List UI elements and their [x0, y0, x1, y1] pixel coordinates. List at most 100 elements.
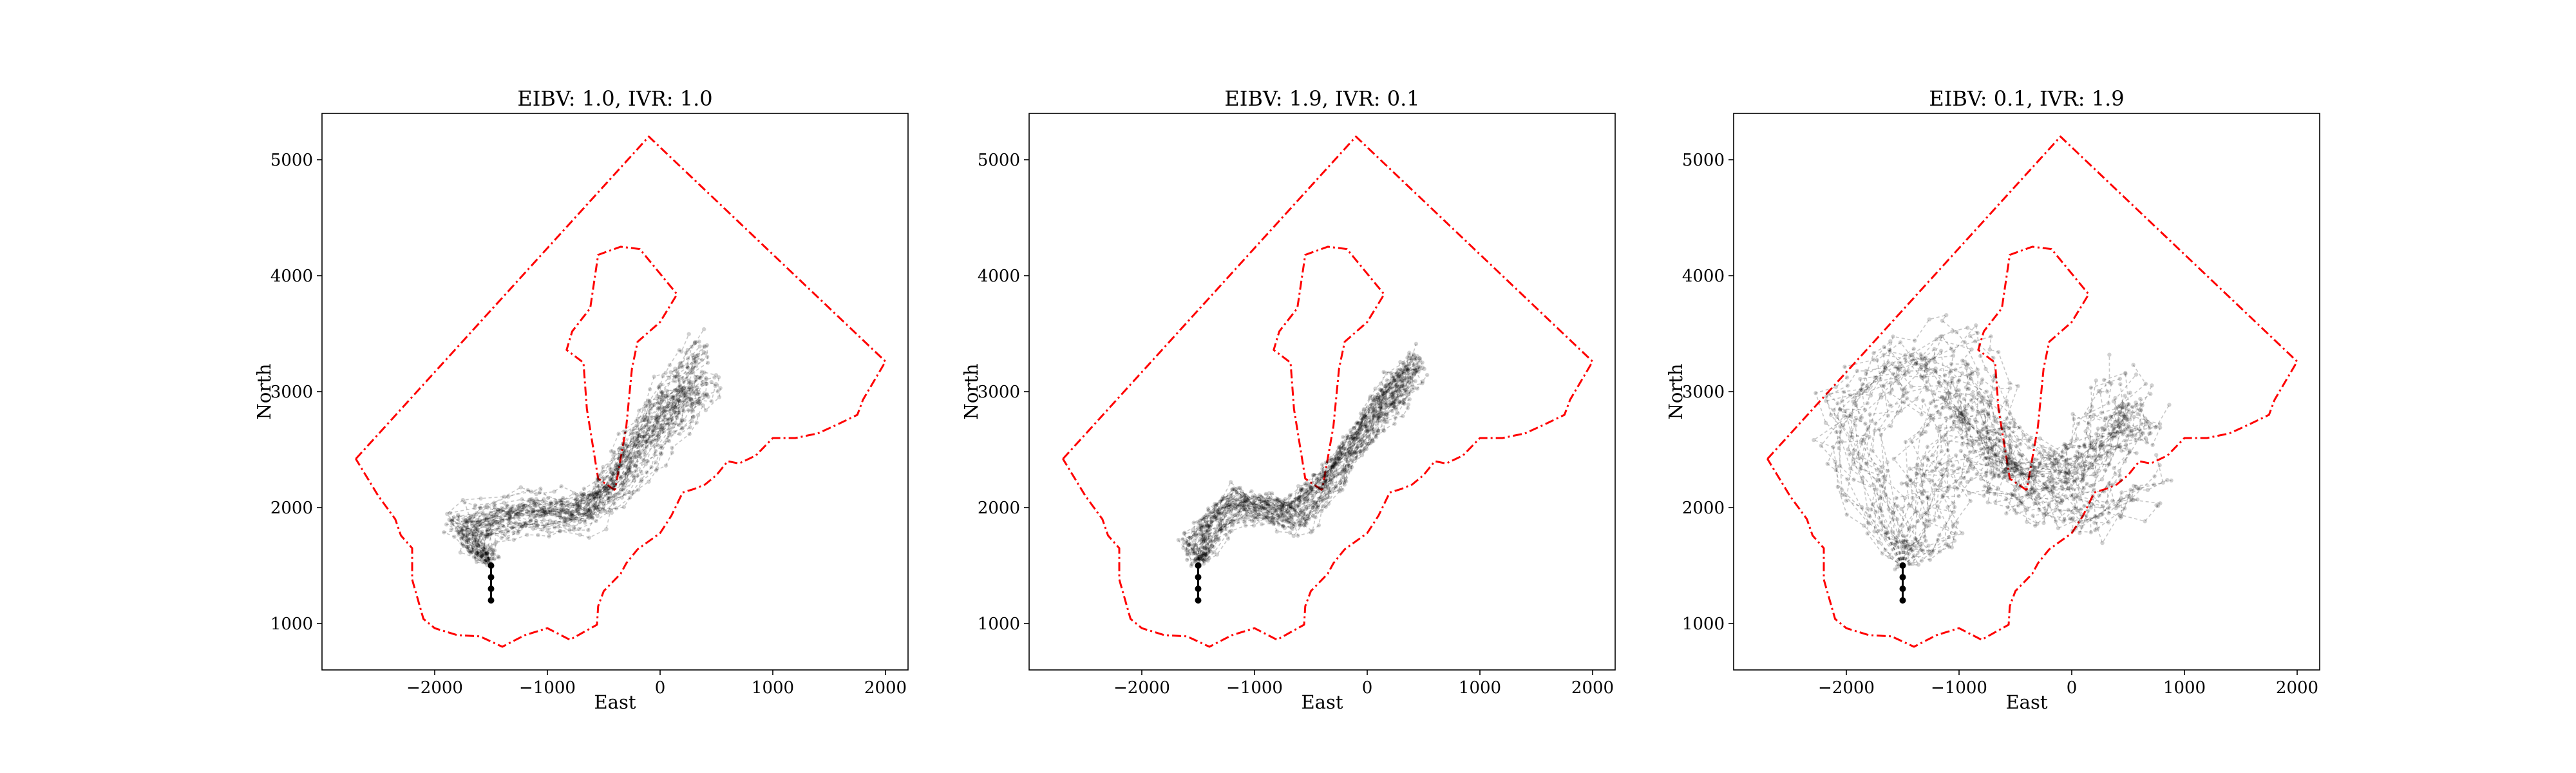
trajectory-point	[1287, 511, 1291, 515]
trajectory-point	[2143, 422, 2148, 426]
trajectory-point	[628, 456, 632, 461]
trajectory-point	[2065, 467, 2070, 472]
trajectory-point	[1368, 394, 1373, 399]
trajectory-path	[477, 396, 709, 566]
trajectory-point	[476, 519, 481, 524]
trajectory-point	[565, 499, 570, 504]
trajectory-point	[1323, 485, 1329, 490]
trajectory-point	[487, 557, 491, 561]
trajectory-point	[609, 469, 613, 474]
trajectory-point	[1845, 383, 1850, 388]
trajectory-point	[1187, 542, 1191, 547]
trajectory-point	[1911, 524, 1915, 529]
trajectory-point	[1354, 451, 1359, 455]
trajectory-point	[2108, 443, 2113, 447]
y-tick-label: 4000	[270, 267, 313, 286]
trajectory-point	[1960, 419, 1964, 424]
trajectory-point	[1855, 368, 1859, 373]
trajectory-point	[673, 410, 677, 415]
trajectory-point	[1328, 464, 1332, 469]
trajectory-point	[1365, 415, 1369, 421]
trajectory-point	[1324, 482, 1329, 486]
trajectory-point	[480, 542, 485, 546]
trajectory-point	[1356, 428, 1361, 433]
trajectory-point	[1859, 415, 1864, 420]
trajectory-point	[1198, 553, 1204, 558]
trajectory-point	[641, 430, 647, 435]
trajectories	[1812, 313, 2174, 572]
trajectory-point	[628, 495, 632, 500]
trajectory-point	[571, 491, 576, 495]
trajectory-point	[625, 478, 630, 482]
trajectory-point	[506, 517, 511, 521]
trajectory-point	[1335, 456, 1340, 461]
trajectory-point	[2143, 416, 2148, 421]
trajectory-point	[578, 504, 582, 508]
trajectory-point	[1392, 392, 1397, 397]
trajectory-path	[467, 387, 698, 566]
trajectory-point	[1943, 432, 1947, 437]
trajectory-point	[1991, 356, 1996, 360]
trajectory-point	[1289, 504, 1293, 509]
trajectory-point	[1272, 521, 1276, 526]
trajectory-point	[1281, 501, 1285, 506]
trajectory-point	[1374, 414, 1379, 418]
trajectory-point	[1358, 449, 1363, 453]
trajectory-point	[2128, 390, 2132, 395]
trajectory-point	[1218, 527, 1223, 531]
trajectory-point	[1378, 410, 1383, 414]
trajectory-point	[687, 378, 691, 383]
trajectory-point	[1883, 548, 1888, 553]
trajectory-point	[1960, 371, 1965, 376]
trajectory-point	[1352, 436, 1357, 441]
trajectory-point	[1405, 356, 1410, 360]
trajectory-point	[1280, 501, 1285, 506]
trajectory-point	[459, 528, 464, 533]
trajectory-point	[694, 359, 699, 365]
trajectory-point	[1352, 436, 1356, 441]
trajectory-point	[549, 511, 553, 516]
trajectory-point	[1328, 472, 1333, 476]
trajectory-point	[667, 432, 672, 436]
trajectory-point	[542, 512, 546, 517]
trajectory-point	[592, 502, 597, 507]
x-tick-label: 2000	[1571, 678, 1614, 698]
trajectory-point	[1895, 411, 1900, 415]
trajectory-point	[2080, 453, 2085, 458]
trajectory-point	[553, 520, 558, 525]
trajectory-point	[474, 551, 478, 555]
trajectory-point	[1290, 508, 1295, 512]
trajectory-point	[636, 441, 641, 446]
trajectory-point	[477, 518, 482, 522]
x-tick-label: 1000	[752, 678, 794, 698]
trajectory-point	[1399, 384, 1403, 389]
trajectory-point	[478, 519, 483, 524]
trajectory-point	[1218, 506, 1223, 510]
trajectory-point	[620, 450, 625, 455]
trajectory-point	[1958, 448, 1963, 453]
trajectory-point	[1406, 381, 1411, 385]
trajectory-point	[2124, 438, 2128, 443]
trajectory-point	[2088, 484, 2093, 488]
trajectory-point	[1334, 472, 1340, 477]
trajectory-point	[696, 390, 701, 394]
trajectory-point	[687, 396, 692, 401]
trajectory-point	[2024, 488, 2029, 493]
trajectory-point	[460, 534, 464, 539]
trajectory-point	[545, 527, 550, 531]
trajectory-point	[1284, 511, 1289, 515]
trajectory-point	[521, 521, 526, 526]
trajectory-point	[1370, 397, 1376, 402]
trajectory-point	[515, 522, 519, 526]
trajectory-point	[497, 519, 502, 524]
trajectory-point	[534, 521, 538, 526]
trajectory-point	[511, 524, 516, 530]
trajectory-point	[656, 423, 661, 427]
trajectory-point	[1402, 386, 1407, 392]
trajectory-point	[659, 423, 664, 428]
trajectory-point	[1930, 469, 1935, 473]
trajectory-point	[573, 515, 578, 520]
trajectory-point	[2105, 389, 2110, 394]
trajectory-point	[1296, 498, 1302, 502]
trajectory-point	[1288, 503, 1293, 508]
